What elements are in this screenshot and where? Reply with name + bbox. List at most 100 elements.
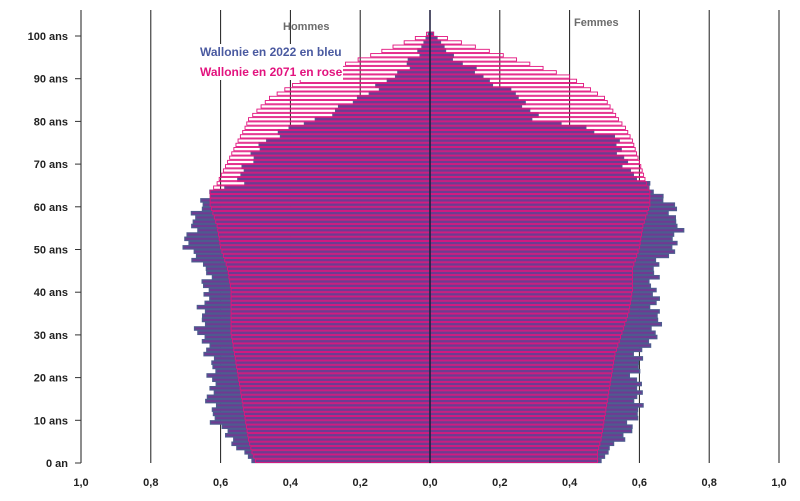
bar-2022-hommes xyxy=(202,202,431,207)
bar-2022-hommes xyxy=(407,57,431,62)
bar-2022-femmes xyxy=(429,420,628,425)
bar-2022-femmes xyxy=(429,40,442,45)
bar-2022-femmes xyxy=(429,125,587,131)
bar-2022-hommes xyxy=(202,262,431,267)
bar-2022-hommes xyxy=(332,112,431,118)
bar-2022-hommes xyxy=(231,441,431,447)
bar-2022-hommes xyxy=(243,168,431,173)
bar-2022-femmes xyxy=(429,317,659,323)
bar-2022-hommes xyxy=(221,424,431,429)
bar-2022-hommes xyxy=(184,236,431,242)
bar-2022-femmes xyxy=(429,292,653,297)
bar-2022-hommes xyxy=(244,181,431,186)
bar-2022-femmes xyxy=(429,163,623,169)
bar-2022-femmes xyxy=(429,356,644,361)
bar-2022-hommes xyxy=(394,74,431,79)
bar-2022-femmes xyxy=(429,330,656,336)
bar-2022-hommes xyxy=(203,283,431,289)
bar-2022-hommes xyxy=(191,223,431,229)
bar-2022-femmes xyxy=(429,368,641,374)
bar-2022-femmes xyxy=(429,296,660,301)
bar-2022-hommes xyxy=(186,232,431,237)
bar-2022-hommes xyxy=(212,364,431,370)
bar-2022-hommes xyxy=(201,339,431,344)
bar-2022-femmes xyxy=(429,95,519,101)
bar-2022-hommes xyxy=(209,193,431,199)
bar-2022-hommes xyxy=(212,377,431,383)
legend-2071: Wallonie en 2071 en rose xyxy=(200,65,343,79)
bar-2022-femmes xyxy=(429,215,677,220)
bar-2022-hommes xyxy=(421,44,431,49)
bar-2022-femmes xyxy=(429,65,477,71)
header-hommes: Hommes xyxy=(283,21,329,33)
bar-2022-hommes xyxy=(212,411,431,417)
bar-2022-hommes xyxy=(386,78,431,84)
bar-2022-hommes xyxy=(188,240,431,246)
bar-2022-femmes xyxy=(429,185,650,190)
bar-2022-femmes xyxy=(429,236,673,242)
bar-2022-femmes xyxy=(429,74,484,79)
bar-2022-femmes xyxy=(429,377,638,383)
y-tick-label: 80 ans xyxy=(34,116,68,128)
bar-2022-femmes xyxy=(429,403,644,408)
bar-2022-hommes xyxy=(209,189,431,195)
bar-2022-femmes xyxy=(429,189,654,195)
bar-2022-femmes xyxy=(429,385,638,391)
legend-background xyxy=(193,44,343,80)
bar-2022-hommes xyxy=(211,407,431,412)
bar-2022-femmes xyxy=(429,52,454,58)
bar-2022-hommes xyxy=(334,108,431,114)
bar-2022-femmes xyxy=(429,142,617,148)
x-tick-label: 0,2 xyxy=(353,477,368,489)
bar-2022-hommes xyxy=(259,146,431,152)
bar-2022-femmes xyxy=(429,138,620,143)
y-tick-label: 50 ans xyxy=(34,245,68,257)
bar-2022-hommes xyxy=(225,432,431,438)
bar-2022-femmes xyxy=(429,82,494,88)
bar-2022-femmes xyxy=(429,219,677,225)
bar-2022-hommes xyxy=(204,300,431,306)
bar-2022-hommes xyxy=(314,116,431,122)
bar-2022-hommes xyxy=(211,360,431,365)
bar-2022-femmes xyxy=(429,415,639,421)
bar-2022-hommes xyxy=(203,292,431,297)
bar-2022-hommes xyxy=(190,210,431,216)
bar-2022-hommes xyxy=(193,326,431,331)
bar-2022-femmes xyxy=(429,202,676,207)
bar-2022-hommes xyxy=(191,257,431,263)
bar-2022-femmes xyxy=(429,454,606,459)
bar-2022-femmes xyxy=(429,283,652,289)
bar-2022-femmes xyxy=(429,304,651,310)
bar-2022-hommes xyxy=(208,287,431,293)
bar-2022-femmes xyxy=(429,176,638,182)
bar-2022-hommes xyxy=(209,385,431,391)
bar-2022-femmes xyxy=(429,129,595,135)
x-tick-label: 0,4 xyxy=(562,477,578,489)
bar-2022-femmes xyxy=(429,172,634,178)
bar-2022-femmes xyxy=(429,35,438,41)
bar-2022-hommes xyxy=(197,227,431,233)
bar-2022-hommes xyxy=(233,437,431,442)
bar-2022-femmes xyxy=(429,279,650,284)
y-axis-ticks: 0 an 10 ans 20 ans 30 ans 40 ans 50 ans 60 ans… xyxy=(28,31,81,470)
bar-2022-femmes xyxy=(429,334,658,340)
bar-2022-hommes xyxy=(375,82,431,88)
bar-2022-hommes xyxy=(419,52,431,58)
bar-2022-femmes xyxy=(429,411,638,417)
bar-2022-hommes xyxy=(209,343,431,348)
bar-2022-femmes xyxy=(429,87,512,92)
bar-2022-femmes xyxy=(429,108,531,114)
bar-2022-femmes xyxy=(429,309,660,314)
x-tick-label: 0,2 xyxy=(492,477,507,489)
bar-2022-hommes xyxy=(215,368,431,374)
bar-2022-hommes xyxy=(237,176,431,182)
bar-2022-hommes xyxy=(356,95,431,101)
bar-2022-femmes xyxy=(429,373,631,378)
bar-2022-femmes xyxy=(429,390,643,395)
bar-2022-hommes xyxy=(205,398,431,404)
bar-2022-femmes xyxy=(429,91,516,96)
bar-2022-hommes xyxy=(201,279,431,284)
bar-2022-hommes xyxy=(215,403,431,408)
bar-2022-femmes xyxy=(429,441,615,447)
